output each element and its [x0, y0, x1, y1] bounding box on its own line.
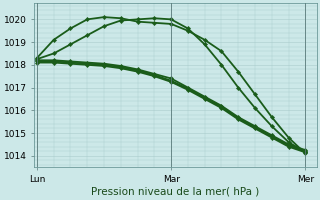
X-axis label: Pression niveau de la mer( hPa ): Pression niveau de la mer( hPa ) — [91, 187, 260, 197]
